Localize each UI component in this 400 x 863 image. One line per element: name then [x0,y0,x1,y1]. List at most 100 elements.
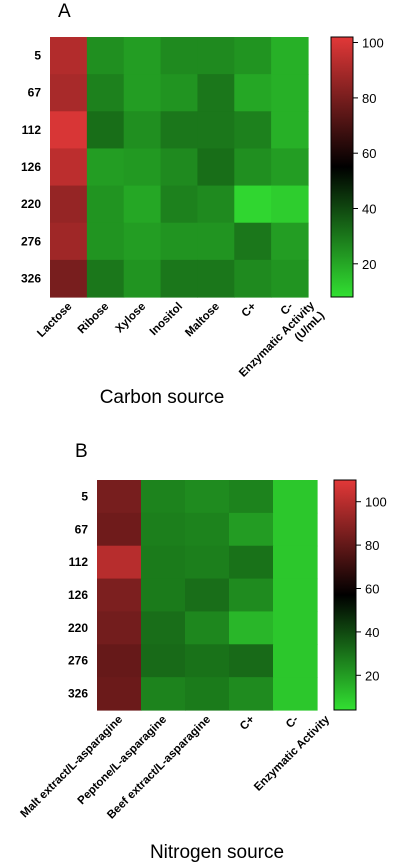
heatmap-cell [141,677,186,711]
heatmap-cell [160,74,199,112]
heatmap-cell [197,185,235,224]
y-tick-label: 67 [28,86,42,100]
y-tick-label: 5 [34,49,41,63]
colorbar-tick-label: 20 [362,257,376,272]
x-tick-label: Ribose [76,301,112,337]
y-tick-label: 67 [75,522,89,536]
heatmap-cell [229,644,274,678]
heatmap-cell [185,480,230,514]
y-tick-label: 326 [21,271,41,285]
heatmap-cell [50,148,88,187]
heatmap-cell [273,512,318,547]
heatmap-cell [185,512,230,547]
heatmap-cell [185,677,230,711]
y-tick-label: 276 [68,654,88,668]
y-tick-label: 5 [81,489,88,503]
x-tick-label: C+ [238,713,257,732]
heatmap-cell [50,111,88,150]
heatmap-cell [271,111,309,150]
heatmap-cell [86,222,125,261]
y-tick-label: 112 [69,555,89,569]
y-tick-label: 126 [21,160,41,174]
heatmap-cell [273,644,318,678]
heatmap-cell [197,259,235,298]
y-tick-label: 326 [68,687,88,701]
heatmap-panel-a: 5 67 112 126 220 276 326 Lactose Ribose Xylose Ino… [21,36,384,380]
heatmap-cell [234,148,272,187]
x-tick-label: C+ [240,300,259,319]
heatmap-cell [50,259,88,298]
heatmap-cell [141,480,186,514]
heatmap-cell [273,611,318,645]
heatmap-cell [271,74,309,112]
heatmap-cell [50,74,88,112]
colorbar-tick-label: 40 [362,202,376,217]
colorbar-tick-label: 100 [362,36,384,51]
colorbar-tick-label: 60 [362,146,376,161]
heatmap-cell [229,512,274,547]
heatmap-cell [197,74,235,112]
heatmap-cell [123,148,162,187]
x-tick-label: Inositol [148,301,185,338]
heatmap-cell [234,74,272,112]
heatmap-cell [160,37,199,75]
heatmap-cell [160,111,199,150]
colorbar-tick-label: 80 [365,538,379,553]
heatmap-cell [197,148,235,187]
heatmap-cell [234,259,272,298]
heatmap-cell [123,222,162,261]
heatmap-cell [271,185,309,224]
heatmap-cell [86,259,125,298]
heatmap-cell [273,578,318,613]
colorbar [333,479,357,711]
heatmap-cell [271,259,309,298]
panel-letter-a: A [58,1,71,22]
heatmap-cell [160,259,199,298]
nitrogen-source-axis-title: Nitrogen source [150,842,284,863]
heatmap-cell [86,185,125,224]
heatmap-cell [86,74,125,112]
heatmap-cell [97,480,142,514]
heatmap-cell [141,644,186,678]
heatmap-cell [97,611,142,645]
x-tick-label: Xylose [114,301,149,336]
heatmap-cell [97,545,142,580]
heatmap-cell [97,578,142,613]
heatmap-cell [141,611,186,645]
heatmap-cell [50,222,88,261]
heatmap-cell [234,185,272,224]
heatmap-cell [197,111,235,150]
heatmap-cell [160,148,199,187]
heatmap-cell [86,148,125,187]
colorbar-tick-label: 60 [365,582,379,597]
heatmap-cell [229,545,274,580]
y-tick-label: 112 [22,123,42,137]
heatmap-cell [229,578,274,613]
heatmap-cell [229,611,274,645]
heatmap-cell [123,111,162,150]
x-tick-label: Maltose [183,301,222,340]
heatmap-cell [273,545,318,580]
heatmap-cell [86,37,125,75]
heatmap-cell [229,480,274,514]
heatmap-cell [234,37,272,75]
heatmap-cell [97,512,142,547]
colorbar-tick-label: 20 [365,668,379,683]
colorbar-tick-label: 100 [365,495,387,510]
carbon-source-axis-title: Carbon source [100,387,225,408]
y-tick-label: 276 [21,234,41,248]
x-tick-label: Peptone/L-asparagine [76,714,169,807]
heatmap-cell [123,37,162,75]
heatmap-cell [141,578,186,613]
heatmap-cell [185,578,230,613]
colorbar [330,36,354,298]
heatmap-cell [234,111,272,150]
heatmap-cell [271,222,309,261]
colorbar-tick-label: 80 [362,91,376,106]
heatmap-cell [185,644,230,678]
heatmap-cell [160,222,199,261]
heatmap-cell [234,222,272,261]
heatmap-cell [86,111,125,150]
heatmap-cell [123,259,162,298]
